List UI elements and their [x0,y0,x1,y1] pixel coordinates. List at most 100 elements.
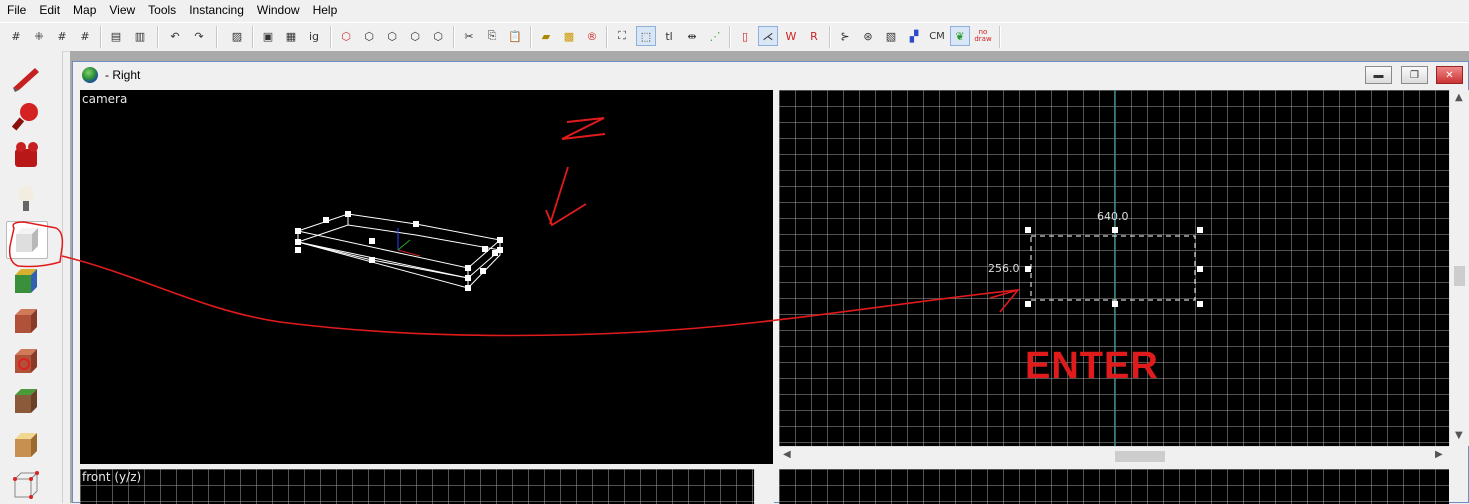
menu-instancing[interactable]: Instancing [189,3,244,17]
block-tool-button[interactable] [6,221,48,259]
block-tool-icon [16,228,38,252]
to-world-icon[interactable]: ⬡ [364,29,374,43]
selection-tool-button[interactable] [6,59,46,95]
display-walkable-icon[interactable]: W [785,29,797,43]
globe-icon [82,67,98,83]
main-toolbar: # ⁜ # # ▤ ▥ ↶ ↷ ▨ ▣ ▦ ig ⬡ ⬡ ⬡ ⬡ ⬡ ✂ ⎘ 📋… [0,22,1469,52]
grid-toggle-icon[interactable]: # [11,29,21,43]
cubemap-visibility-icon[interactable]: ▞ [909,29,919,43]
texture-application-icon [15,269,37,293]
to-entity-icon[interactable]: ⬡ [387,29,397,43]
clear-hazard-icon[interactable]: ▩ [563,29,575,43]
menu-map[interactable]: Map [73,3,97,17]
vertex-tool-icon [13,471,39,499]
hide-icon[interactable]: ▣ [262,29,274,43]
center-view-icon[interactable]: ⇹ [687,29,697,43]
carve-icon[interactable]: ▨ [231,29,243,43]
camera-viewport-label: camera [82,92,128,106]
camera-viewport[interactable]: camera [80,90,773,464]
top-grid-viewport[interactable] [779,469,1449,504]
decal-tool-button[interactable] [6,343,46,379]
cubemap-button[interactable]: CM [929,30,945,42]
overlay-tool-icon [15,389,37,413]
auto-visgroups-icon[interactable]: ⊛ [863,29,873,43]
grid-larger-icon[interactable]: # [80,29,90,43]
cut-icon[interactable]: ✂ [464,29,474,43]
scroll-down-icon[interactable]: ▼ [1455,430,1463,441]
select-by-handles-icon[interactable]: ⬚ [636,26,656,46]
vertex-scaling-icon[interactable]: ▧ [885,29,897,43]
menu-bar: File Edit Map View Tools Instancing Wind… [0,0,1469,20]
display-helpers-icon[interactable]: R [810,29,818,43]
height-dimension-label: 256.0 [988,262,1020,275]
menu-file[interactable]: File [7,3,27,17]
clip-tool-icon [15,433,37,457]
smoothing-groups-icon[interactable]: ⊱ [840,29,850,43]
map-document-window: - Right ▬ ❐ ✕ camera [72,61,1469,504]
close-button[interactable]: ✕ [1436,66,1463,84]
leaf-icon[interactable]: ❦ [950,26,970,46]
front-viewport-label: front (y/z) [82,470,142,484]
horizontal-scroll-thumb[interactable] [1115,451,1165,462]
apply-texture-button[interactable] [6,303,46,339]
horizontal-scrollbar[interactable]: ◀ ▶ [779,446,1449,465]
selection-box-layer [1025,227,1203,307]
apply-texture-icon [15,309,37,333]
magnify-tool-button[interactable] [6,98,46,134]
redo-icon[interactable]: ↷ [194,29,204,43]
grid-smaller-icon[interactable]: # [57,29,67,43]
texture-application-button[interactable] [6,263,46,299]
unhide-icon[interactable]: ▦ [285,29,297,43]
window-title: - Right [105,68,141,82]
scroll-left-icon[interactable]: ◀ [783,449,791,460]
magnify-tool-icon [11,103,38,131]
cordon-icon[interactable]: ⬡ [341,29,351,43]
scroll-up-icon[interactable]: ▲ [1455,92,1463,103]
paste-icon[interactable]: 📋 [508,29,522,43]
menu-help[interactable]: Help [312,3,338,17]
ungroup-icon[interactable]: ▥ [134,29,146,43]
camera-tool-button[interactable] [6,137,46,173]
tool-sidebar [0,51,63,503]
scroll-right-icon[interactable]: ▶ [1435,449,1443,460]
menu-window[interactable]: Window [256,3,300,17]
nodraw-toggle-button[interactable]: no draw [974,28,992,43]
texture-lock-toggle-button[interactable]: tl [665,29,673,43]
menu-edit[interactable]: Edit [39,3,61,17]
block-wireframe [295,211,503,291]
rotate-icon[interactable]: ⬡ [433,29,443,43]
undo-icon[interactable]: ↶ [170,29,180,43]
flip-icon[interactable]: ⬡ [410,29,420,43]
decal-tool-icon [15,349,37,373]
front-grid-viewport[interactable]: front (y/z) [80,469,754,504]
horizontal-splitter[interactable] [80,464,1468,469]
skip-displacement-icon[interactable]: ⋌ [758,26,778,46]
window-titlebar[interactable]: - Right [73,62,1468,88]
entity-tool-icon [18,186,34,211]
group-icon[interactable]: ▤ [110,29,122,43]
grid-dots-icon[interactable]: ⁜ [34,29,44,43]
snap-icon[interactable]: ⋰ [709,29,721,43]
menu-view[interactable]: View [109,3,136,17]
selection-tool-icon [13,68,39,92]
vertical-axis-line [1114,90,1115,446]
camera-tool-icon [15,142,38,167]
vertical-scrollbar[interactable]: ▲ ▼ [1449,90,1469,446]
display-models-icon[interactable]: ▯ [741,29,749,43]
vertex-tool-button[interactable] [6,467,46,503]
overlay-tool-button[interactable] [6,383,46,419]
minimize-button[interactable]: ▬ [1365,66,1392,84]
restore-button[interactable]: ❐ [1401,66,1428,84]
vertical-scroll-thumb[interactable] [1454,266,1465,286]
clip-tool-button[interactable] [6,427,46,463]
side-grid-viewport[interactable]: 640.0 256.0 ENTER [779,90,1449,446]
radius-culling-icon[interactable]: ® [586,29,598,43]
texture-lock-icon[interactable]: ⛶ [618,29,626,42]
entity-tool-button[interactable] [6,181,46,217]
width-dimension-label: 640.0 [1097,210,1129,223]
ignore-groups-button[interactable]: ig [308,29,320,43]
hazard-icon[interactable]: ▰ [541,29,551,43]
front-vertical-scrollbar[interactable] [754,469,774,504]
menu-tools[interactable]: Tools [148,3,177,17]
copy-icon[interactable]: ⎘ [487,29,497,42]
